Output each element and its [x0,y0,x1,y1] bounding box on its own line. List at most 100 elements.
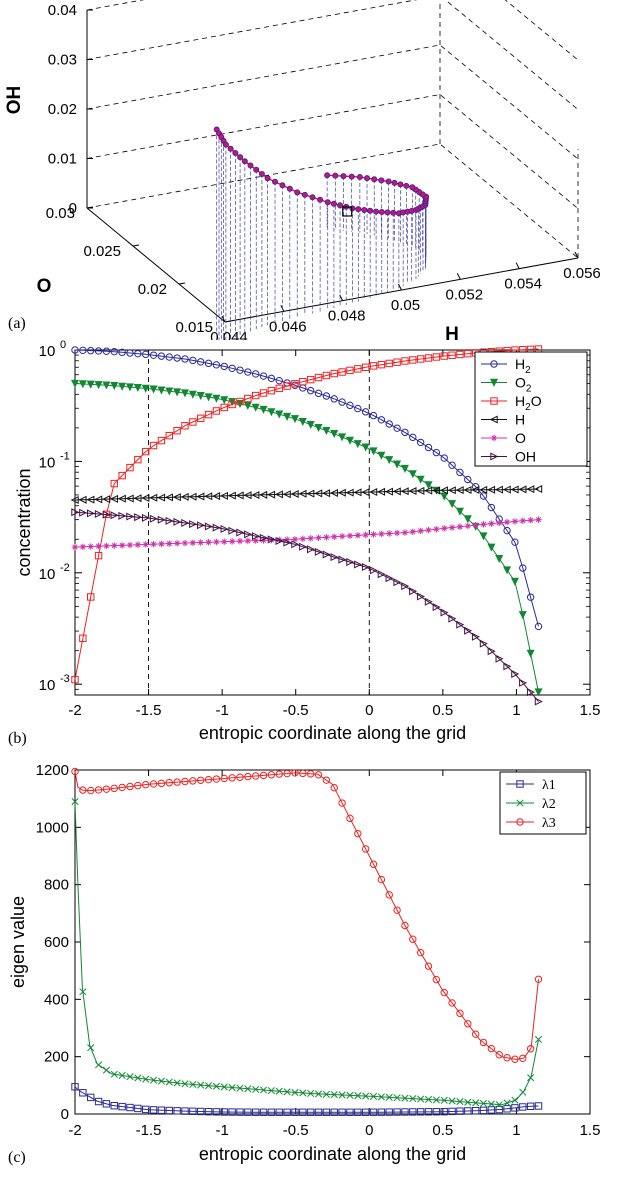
data-point [213,538,220,546]
data-point [204,1082,213,1090]
data-point [519,1103,527,1111]
back-wall-gridline [86,0,579,61]
data-point [369,1092,378,1101]
data-point [314,771,323,779]
data-point [212,1082,220,1090]
data-point [439,486,448,495]
data-point [519,678,528,687]
data-point [236,1108,244,1116]
data-point [165,387,174,396]
data-point [433,525,440,533]
data-point [259,1108,268,1116]
data-point [409,935,417,943]
data-point [118,511,127,520]
data-point [511,538,519,546]
data-point [141,384,150,393]
h-tick-label: 0.048 [328,308,366,325]
data-point [212,492,221,501]
data-point [346,532,354,540]
data-point [441,525,448,532]
data-point [510,577,519,586]
data-point [165,779,173,787]
data-point [511,1055,519,1063]
series-line [74,1086,539,1113]
data-point [401,1094,409,1102]
data-point [416,592,425,601]
data-point [346,1108,354,1116]
data-point [424,962,433,970]
data-point [236,773,244,781]
o-ticks-a: 0.015 0.02 0.025 0.03 [46,205,232,336]
data-point [367,207,374,214]
data-point [487,485,496,494]
data-point [511,1104,519,1112]
data-point [393,1094,401,1102]
data-point [495,1105,503,1114]
y-tick-exponent: -1 [60,450,70,462]
data-point [110,784,118,793]
data-point [283,538,292,547]
data-point [487,647,496,656]
h-tick [515,262,520,269]
data-point [306,545,315,554]
h-tick-label: 0.056 [563,265,601,282]
data-point [196,492,205,501]
data-point [330,1091,338,1099]
data-point [393,460,402,469]
data-point [392,487,401,496]
data-point [393,529,401,537]
data-point [479,639,488,648]
data-point [71,1083,79,1091]
data-point [149,1106,158,1114]
data-point [252,537,259,544]
data-point [228,1083,236,1092]
data-point [149,385,158,394]
data-point [322,392,331,400]
data-point [71,767,79,776]
data-point [354,365,362,373]
z-tick-label: 0.02 [48,101,77,118]
data-point [361,408,370,416]
h-tick [456,273,461,280]
data-point [204,410,213,419]
data-point [409,433,417,442]
data-point [299,542,308,551]
data-point [125,494,134,503]
data-point [290,489,299,499]
data-point [354,1108,362,1116]
y-tick-label: 10 [39,566,56,583]
data-point [330,430,339,439]
data-point [322,1108,331,1116]
z-tick-label: 0.01 [48,151,77,168]
data-point [510,485,519,494]
data-point [408,487,417,496]
data-point [259,372,268,380]
data-point [338,398,346,406]
data-point [324,199,331,206]
data-point [378,209,385,216]
data-point [259,490,268,499]
data-point [79,543,87,551]
data-point [134,349,142,358]
data-point [165,431,173,440]
data-point [432,975,441,984]
data-point [369,447,378,456]
data-point [157,493,166,502]
data-point [534,697,543,706]
y-tick-exponent: -3 [60,673,70,685]
data-point [534,1102,543,1110]
data-point [455,507,464,516]
data-point [227,491,236,500]
data-point [416,475,425,484]
series-b-5 [71,508,543,706]
data-point [204,1107,213,1116]
legend-entry: λ1 [542,778,556,793]
data-point [260,537,267,544]
data-point [346,366,354,375]
x-tick-label: -2 [68,1122,81,1139]
data-point [401,1108,409,1116]
data-point [188,390,197,399]
data-point [204,775,213,784]
data-point [340,173,347,180]
